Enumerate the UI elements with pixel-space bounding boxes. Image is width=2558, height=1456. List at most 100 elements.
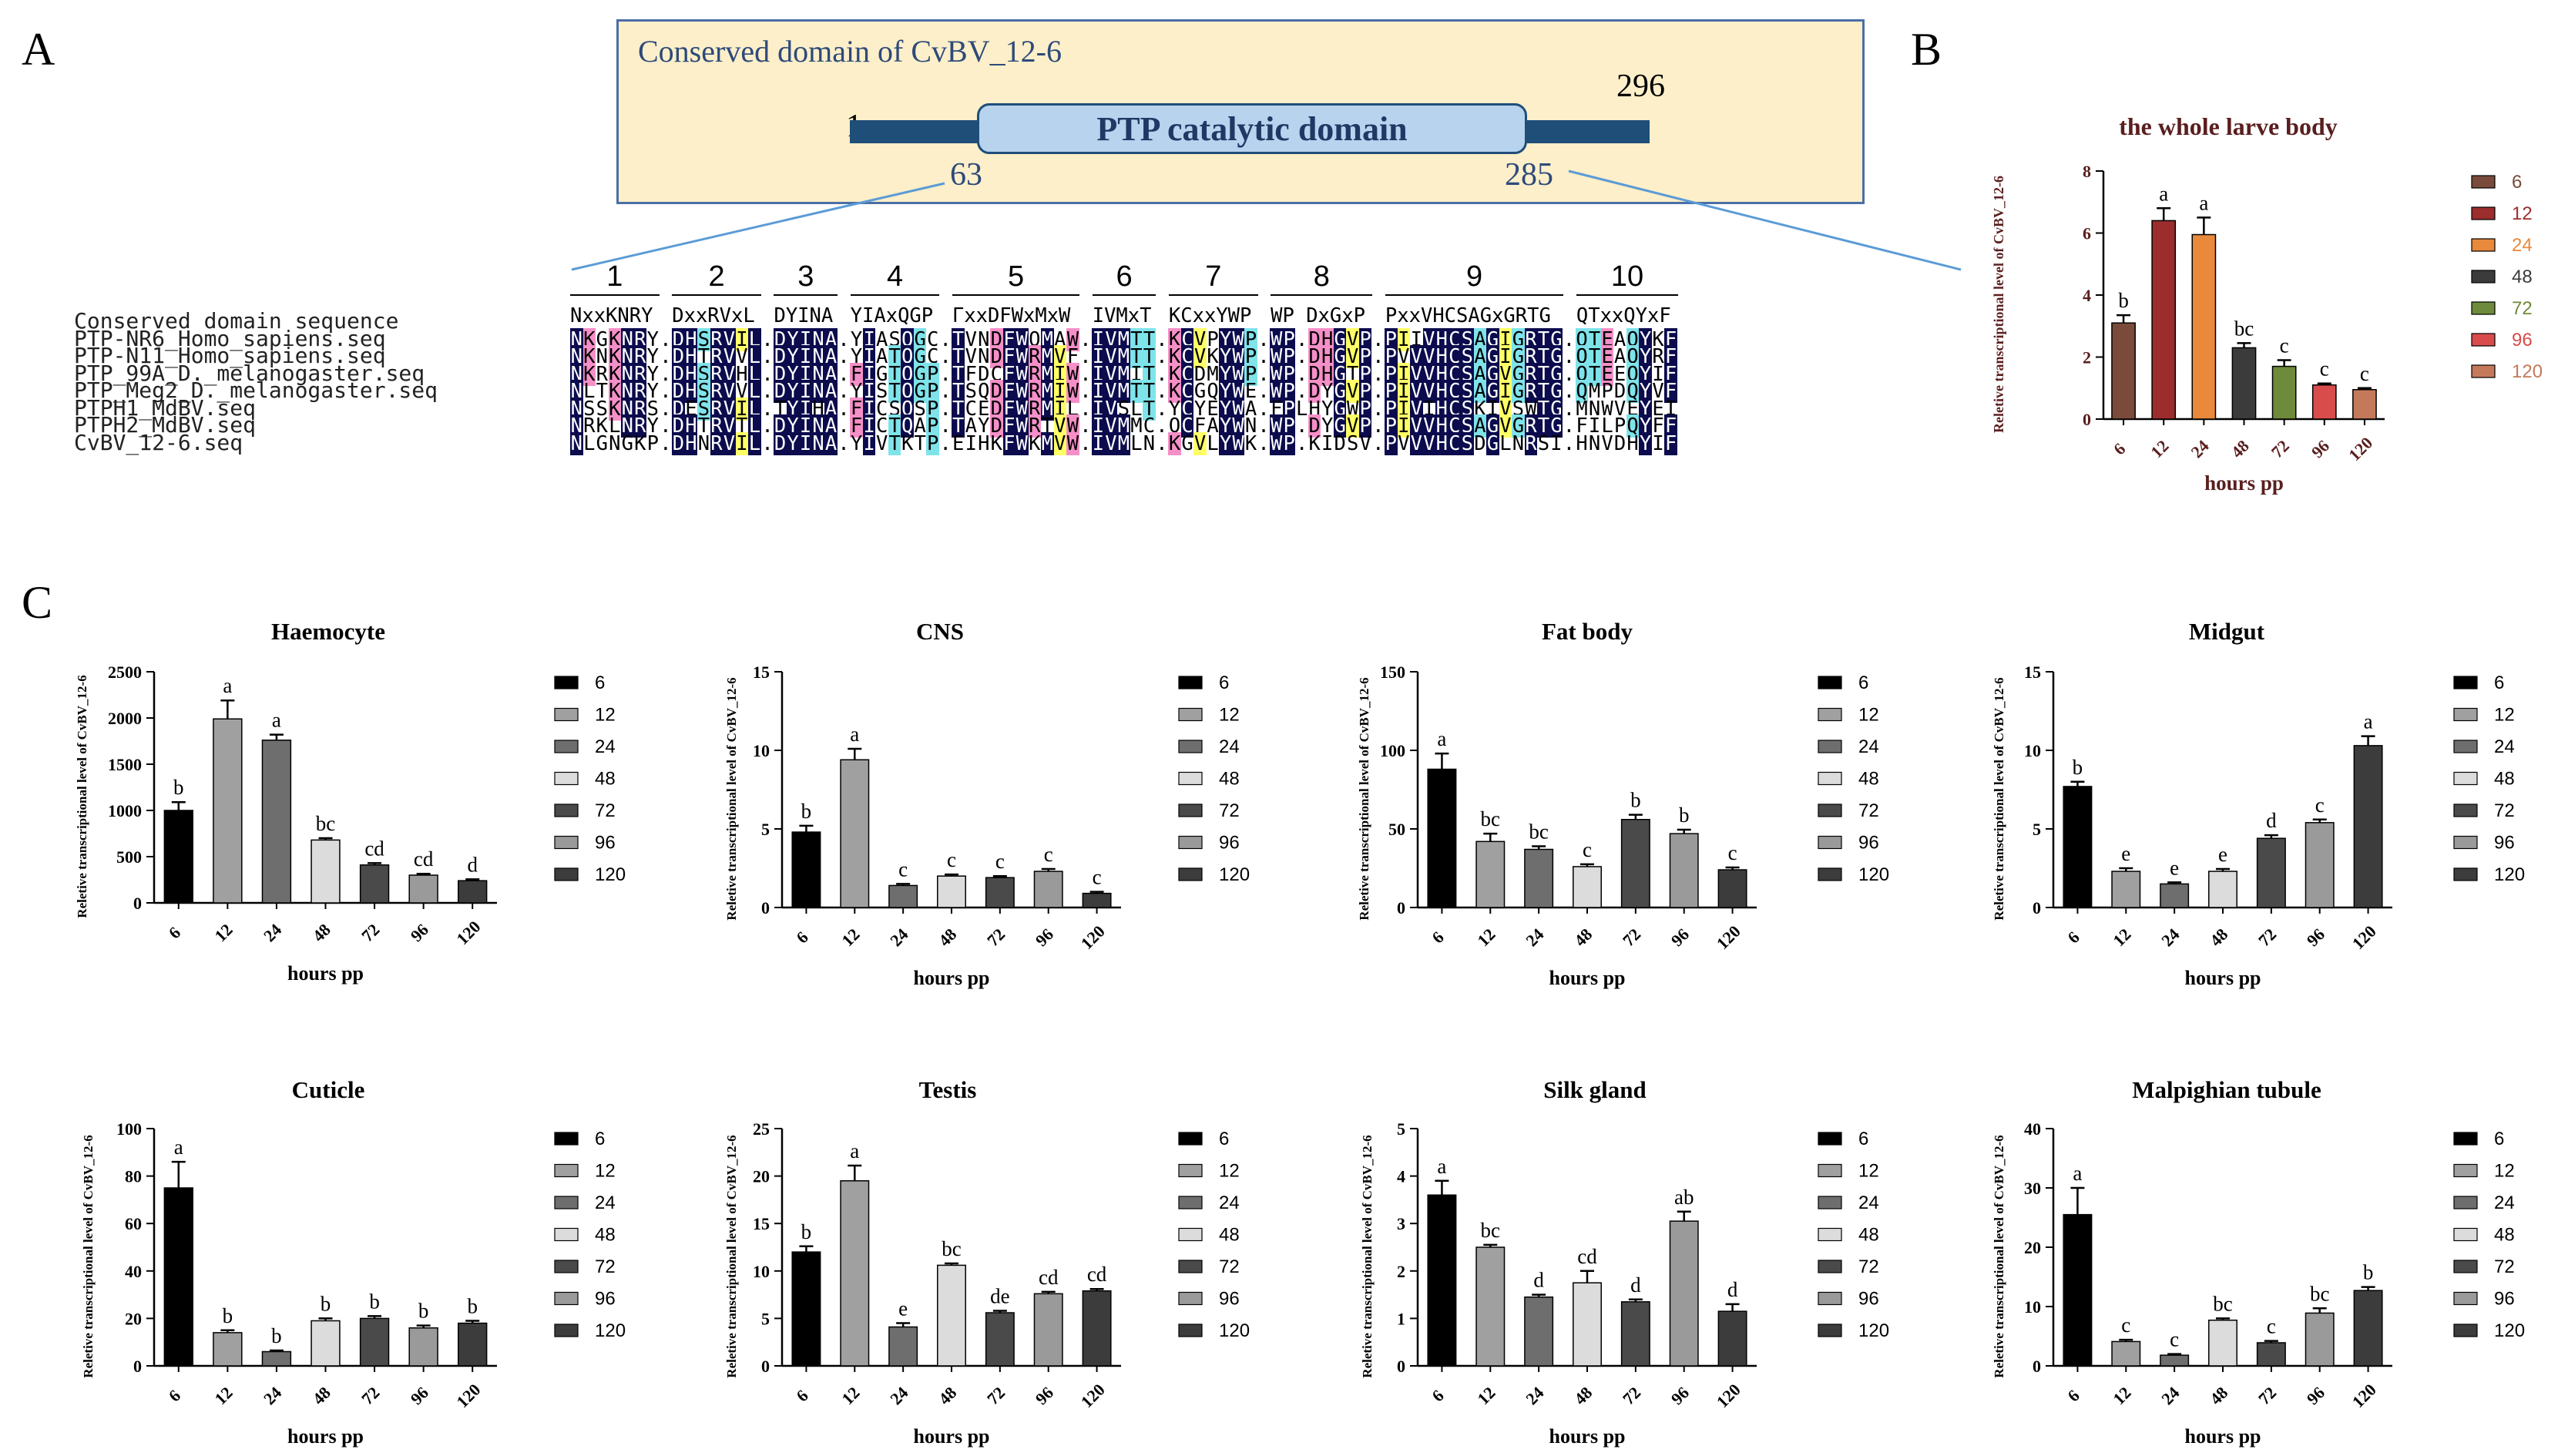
legend-label: 72 <box>595 800 616 821</box>
legend-label: 12 <box>1858 705 1879 726</box>
sequence-name: PTP_99A_D._melanogaster.seq <box>74 360 425 386</box>
y-tick-label: 4 <box>2083 286 2091 305</box>
domain-region-end: 285 <box>1505 157 1553 193</box>
legend-label: 96 <box>1219 833 1240 854</box>
x-tick-label: 6 <box>2110 439 2129 458</box>
bar <box>1427 1194 1457 1367</box>
legend-swatch <box>1818 740 1842 753</box>
significance-letter: cd <box>1087 1263 1107 1286</box>
chart-title: Midgut <box>2189 618 2265 645</box>
legend-label: 120 <box>1219 864 1250 885</box>
significance-letter: b <box>418 1300 429 1323</box>
significance-letter: b <box>801 1220 812 1243</box>
bar <box>791 1251 821 1367</box>
significance-letter: a <box>2159 182 2168 205</box>
significance-letter: e <box>2170 856 2179 879</box>
bar <box>2353 1290 2383 1367</box>
significance-letter: c <box>2360 362 2369 385</box>
significance-letter: b <box>467 1294 478 1317</box>
legend-swatch <box>1818 676 1842 689</box>
legend-swatch <box>2453 867 2478 881</box>
x-tick-label: 24 <box>1522 1383 1547 1408</box>
legend-swatch <box>1818 1260 1842 1273</box>
panel-label-b: B <box>1911 24 1942 75</box>
legend-swatch <box>1178 1291 1203 1306</box>
x-tick-label: 12 <box>838 924 863 950</box>
y-tick-label: 0 <box>2083 410 2091 429</box>
y-axis-label: Reletive transcriptional level of CvBV_1… <box>1992 1135 2006 1377</box>
bar <box>1082 892 1112 908</box>
chart-title: CNS <box>916 618 964 645</box>
x-tick-label: 120 <box>2345 433 2376 465</box>
chart-title: the whole larve body <box>2119 112 2338 140</box>
significance-letter: c <box>1044 843 1053 866</box>
legend-label: 120 <box>1219 1320 1250 1341</box>
significance-letter: d <box>1727 1278 1738 1301</box>
y-tick-label: 30 <box>2024 1179 2041 1198</box>
bar <box>163 1187 193 1367</box>
bar <box>840 1180 870 1367</box>
x-axis-label: hours pp <box>2185 967 2261 989</box>
significance-letter: e <box>2121 842 2130 865</box>
bar <box>359 1317 390 1367</box>
x-tick-label: 120 <box>452 1380 484 1411</box>
sequence-name: PTPH1_MdBV.seq <box>74 394 257 421</box>
motif-consensus: PxxVHCSAGxGRTG <box>1385 304 1551 327</box>
bar <box>458 880 488 904</box>
significance-letter: c <box>947 848 956 871</box>
significance-letter: d <box>467 853 478 876</box>
sequence-name: CvBV_12-6.seq <box>74 429 243 455</box>
x-tick-label: 12 <box>2109 1383 2134 1408</box>
bar <box>2256 1342 2286 1367</box>
legend-label: 48 <box>595 769 616 790</box>
y-tick-label: 20 <box>2024 1238 2041 1257</box>
significance-letter: bc <box>2234 317 2254 340</box>
legend-label: 120 <box>595 864 626 885</box>
significance-letter: d <box>1533 1269 1544 1292</box>
motif-number: 6 <box>1116 260 1133 293</box>
motif-consensus: DxxRVxL <box>672 304 755 327</box>
legend-label: 72 <box>1858 800 1879 821</box>
x-tick-label: 72 <box>358 920 383 945</box>
x-tick-label: 12 <box>210 920 236 945</box>
significance-letter: c <box>2170 1328 2179 1351</box>
significance-letter: bc <box>316 812 336 835</box>
significance-letter: e <box>2218 843 2227 866</box>
significance-letter: c <box>2320 357 2329 381</box>
significance-letter: bc <box>2310 1282 2330 1305</box>
motif-underline <box>672 294 761 296</box>
bar <box>2063 786 2093 908</box>
y-axis-label: Reletive transcriptional level of CvBV_1… <box>1991 176 2006 433</box>
x-tick-label: 120 <box>452 917 484 948</box>
bar <box>1082 1290 1112 1367</box>
legend-label: 6 <box>595 673 605 693</box>
legend-swatch <box>2471 333 2496 347</box>
y-tick-label: 0 <box>1397 1357 1405 1376</box>
legend-swatch <box>1818 707 1842 722</box>
x-tick-label: 72 <box>2254 1383 2280 1408</box>
x-tick-label: 96 <box>2303 1383 2328 1408</box>
x-tick-label: 48 <box>1570 924 1596 950</box>
y-tick-label: 60 <box>125 1214 142 1233</box>
significance-letter: a <box>223 674 232 697</box>
legend-swatch <box>554 1163 579 1178</box>
x-tick-label: 12 <box>2147 436 2172 461</box>
significance-letter: cd <box>414 847 434 871</box>
x-tick-label: 48 <box>1570 1383 1596 1408</box>
y-tick-label: 10 <box>2024 741 2041 760</box>
legend-label: 120 <box>1858 1320 1889 1341</box>
legend-swatch <box>2453 676 2478 689</box>
bar <box>261 1350 292 1367</box>
significance-letter: b <box>223 1304 233 1327</box>
x-tick-label: 48 <box>935 1383 960 1408</box>
legend-label: 72 <box>595 1256 616 1277</box>
y-tick-label: 20 <box>753 1167 770 1186</box>
chart-title: Testis <box>919 1076 977 1103</box>
y-tick-label: 20 <box>125 1309 142 1328</box>
domain-region-start: 63 <box>950 157 982 193</box>
bar <box>2256 837 2286 908</box>
bar <box>2353 745 2383 908</box>
x-axis-label: hours pp <box>1549 1425 1626 1448</box>
motif-number: 7 <box>1205 260 1222 293</box>
legend-label: 12 <box>1858 1161 1879 1182</box>
